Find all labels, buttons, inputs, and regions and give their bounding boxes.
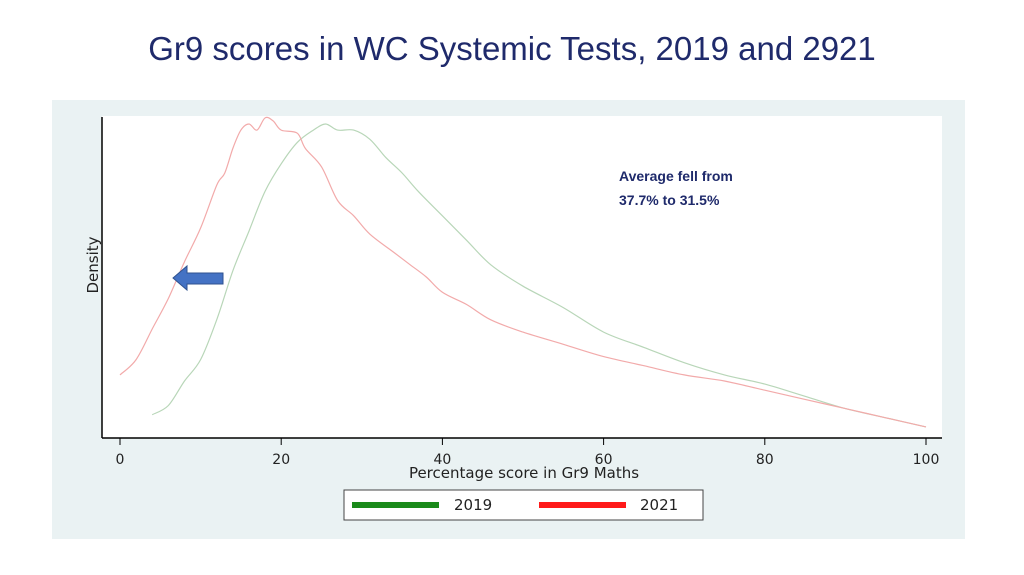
series-layer xyxy=(119,116,927,428)
y-axis-title: Density xyxy=(84,236,102,293)
density-line-2021 xyxy=(119,116,927,428)
x-tick-label: 40 xyxy=(433,452,451,468)
x-tick-label: 80 xyxy=(756,452,774,468)
x-ticks: 0 20 40 60 80 100 xyxy=(116,438,940,468)
density-line-2019 xyxy=(151,123,927,428)
legend-swatch-2021 xyxy=(539,502,626,508)
chart-panel: 0 20 40 60 80 100 Percentage score in Gr9 Mat… xyxy=(52,100,965,539)
x-tick-label: 20 xyxy=(272,452,290,468)
plot-area xyxy=(102,116,942,438)
x-axis-title: Percentage score in Gr9 Maths xyxy=(409,464,639,482)
annotation-line-1: Average fell from xyxy=(619,168,733,184)
annotation-line-2: 37.7% to 31.5% xyxy=(619,192,720,208)
legend-label-2021: 2021 xyxy=(640,496,678,514)
legend: 2019 2021 xyxy=(343,489,704,521)
legend-swatch-2019 xyxy=(352,502,439,508)
x-tick-label: 0 xyxy=(116,452,125,468)
density-chart: 0 20 40 60 80 100 Percentage score in Gr9 Mat… xyxy=(84,116,942,521)
x-tick-label: 100 xyxy=(913,452,940,468)
left-arrow-icon xyxy=(172,264,224,292)
slide-title: Gr9 scores in WC Systemic Tests, 2019 an… xyxy=(148,30,876,67)
legend-label-2019: 2019 xyxy=(454,496,492,514)
x-tick-label: 60 xyxy=(595,452,613,468)
